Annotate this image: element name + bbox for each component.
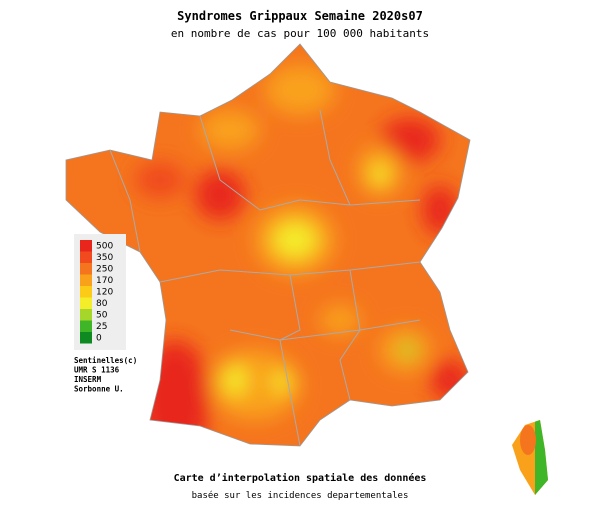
legend-label: 350 [96,253,113,263]
legend-swatch [80,320,92,332]
legend-swatch [80,240,92,252]
credit-line: Sentinelles(c) [74,356,137,365]
legend-label: 80 [96,299,108,309]
title: Syndromes Grippaux Semaine 2020s07 [177,9,423,23]
legend-swatch [80,297,92,309]
corsica [512,420,548,495]
legend-swatch [80,309,92,321]
legend-label: 0 [96,334,102,344]
credit-line: INSERM [74,375,102,384]
legend-label: 250 [96,265,113,275]
france-outline [65,43,471,447]
legend-swatch [80,251,92,263]
footer-title: Carte d’interpolation spatiale des donné… [174,472,427,484]
credit-line: Sorbonne U. [74,385,124,394]
legend-swatch [80,274,92,286]
credit-line: UMR S 1136 [74,366,120,375]
legend-swatch [80,263,92,275]
legend-swatch [80,332,92,344]
subtitle: en nombre de cas pour 100 000 habitants [171,27,429,40]
legend-swatch [80,286,92,298]
legend-label: 25 [96,322,107,332]
footer-subtitle: basée sur les incidences departementales [192,490,409,501]
legend-label: 50 [96,311,108,321]
legend-label: 120 [96,288,113,298]
legend-label: 500 [96,242,113,252]
legend-label: 170 [96,276,113,286]
